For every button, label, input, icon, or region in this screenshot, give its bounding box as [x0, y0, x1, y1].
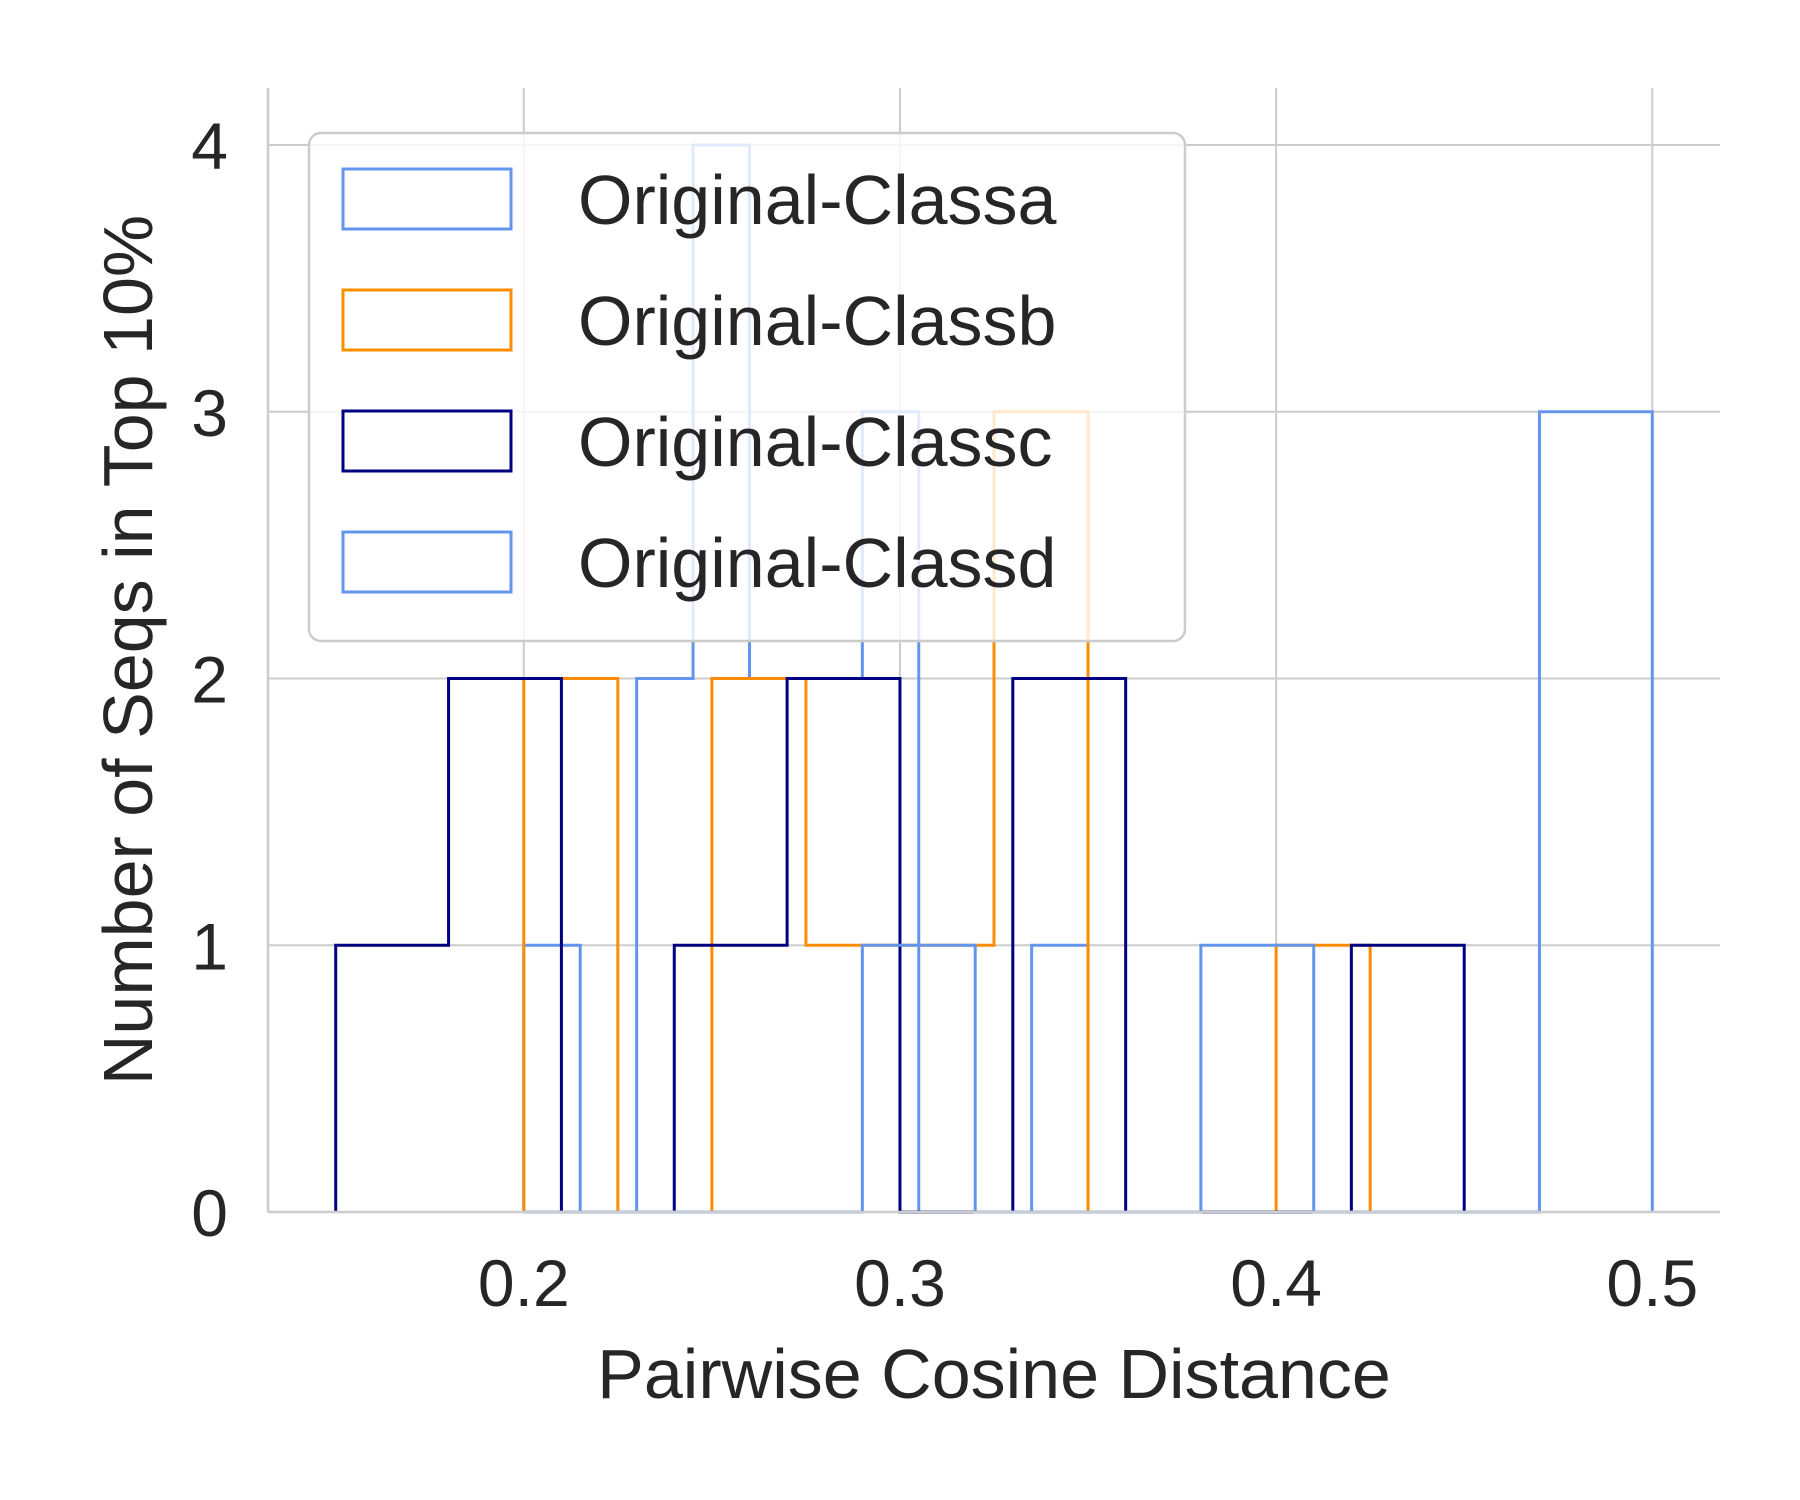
y-tick-label: 3 — [191, 376, 228, 450]
y-tick-labels: 0 1 2 3 4 — [191, 109, 228, 1250]
axes — [266, 88, 1720, 1214]
legend: Original-Classa Original-Classb Original-C… — [307, 131, 1187, 643]
x-tick-label: 0.4 — [1230, 1246, 1322, 1320]
x-tick-labels: 0.2 0.3 0.4 0.5 — [478, 1246, 1698, 1320]
x-tick-label: 0.5 — [1606, 1246, 1698, 1320]
y-tick-label: 4 — [191, 109, 228, 183]
y-tick-label: 0 — [191, 1176, 228, 1250]
legend-label-2: Original-Classb — [578, 282, 1056, 360]
legend-swatch-1 — [341, 167, 513, 231]
legend-swatch-3 — [341, 409, 513, 473]
legend-swatch-2 — [341, 288, 513, 352]
x-tick-label: 0.3 — [854, 1246, 946, 1320]
legend-label-1: Original-Classa — [578, 161, 1057, 239]
y-tick-label: 1 — [191, 909, 228, 983]
y-axis-title: Number of Seqs in Top 10% — [89, 215, 167, 1085]
legend-label-4: Original-Classd — [578, 524, 1056, 602]
legend-label-3: Original-Classc — [578, 403, 1053, 481]
x-axis-title: Pairwise Cosine Distance — [597, 1335, 1391, 1413]
y-tick-label: 2 — [191, 643, 228, 717]
legend-items: Original-Classa Original-Classb Original-C… — [341, 161, 1057, 602]
legend-swatch-4 — [341, 530, 513, 594]
legend-frame — [307, 131, 1187, 643]
x-tick-label: 0.2 — [478, 1246, 570, 1320]
